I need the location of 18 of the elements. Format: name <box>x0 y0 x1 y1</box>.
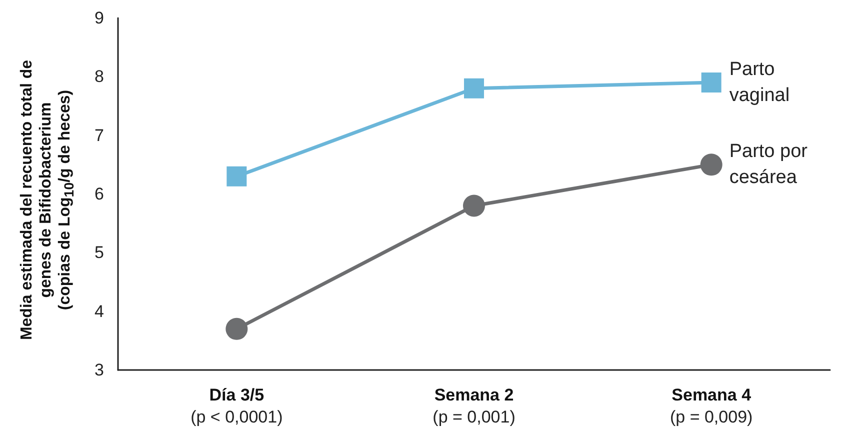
y-tick-label: 3 <box>94 360 104 380</box>
y-tick-label: 5 <box>94 243 104 262</box>
x-tick-label: Semana 2 (p = 0,001) <box>432 386 516 426</box>
y-tick-label: 8 <box>94 67 104 86</box>
y-tick-label: 9 <box>94 8 104 28</box>
point <box>463 194 485 217</box>
x-tick-label: Día 3/5 (p < 0,0001) <box>190 386 283 426</box>
y-tick-label: 7 <box>94 126 104 145</box>
point <box>226 166 247 186</box>
series-label: Parto vaginal <box>729 59 790 106</box>
x-tick-label: Semana 4 (p = 0,009) <box>670 386 753 426</box>
point <box>700 154 722 176</box>
series-label: Parto por cesárea <box>729 141 813 188</box>
point <box>464 78 484 98</box>
point <box>701 72 722 93</box>
point <box>226 318 248 340</box>
y-tick-label: 6 <box>94 184 104 204</box>
y-tick-label: 4 <box>94 302 104 321</box>
